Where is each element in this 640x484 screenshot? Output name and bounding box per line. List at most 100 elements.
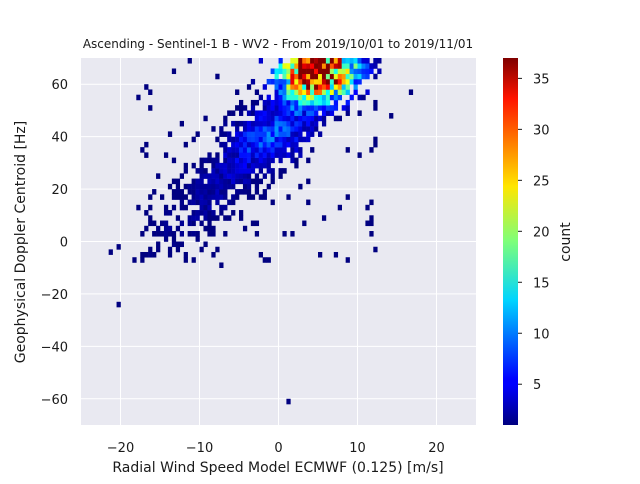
heatmap-bin — [270, 99, 275, 106]
heatmap-bin — [227, 183, 232, 190]
heatmap-bin — [171, 236, 177, 242]
heatmap-bin — [302, 78, 307, 85]
heatmap-bin — [199, 178, 204, 185]
heatmap-bin — [183, 141, 188, 148]
heatmap-bin — [148, 251, 153, 258]
x-tick-label: −10 — [186, 441, 213, 456]
heatmap-bin — [278, 110, 283, 116]
heatmap-bin — [314, 73, 319, 80]
heatmap-bin — [333, 251, 339, 258]
heatmap-bin — [286, 152, 291, 158]
heatmap-bin — [156, 225, 161, 232]
heatmap-bin — [167, 231, 173, 237]
heatmap-bin — [242, 136, 248, 143]
heatmap-bin — [306, 63, 311, 69]
heatmap-bin — [290, 136, 295, 143]
heatmap-bin — [321, 105, 327, 111]
heatmap-bin — [290, 73, 295, 80]
heatmap-bin — [239, 157, 244, 164]
heatmap-bin-sparse — [389, 113, 394, 119]
y-tick-label: −20 — [41, 288, 68, 303]
heatmap-bin — [286, 141, 291, 148]
heatmap-bin — [242, 168, 248, 174]
heatmap-bin — [282, 141, 287, 148]
heatmap-bin — [246, 183, 252, 190]
heatmap-bin — [333, 58, 339, 64]
heatmap-bin — [195, 236, 200, 242]
heatmap-bin — [187, 58, 192, 64]
heatmap-bin — [231, 210, 236, 216]
heatmap-bin — [231, 147, 236, 153]
heatmap-bin — [262, 136, 267, 143]
heatmap-bin — [310, 147, 315, 153]
heatmap-bin — [298, 94, 303, 101]
heatmap-bin — [148, 215, 153, 221]
heatmap-bin — [258, 251, 263, 258]
heatmap-bin — [314, 110, 319, 116]
heatmap-bin — [314, 94, 319, 101]
heatmap-bin — [254, 157, 260, 164]
heatmap-bin — [171, 231, 177, 237]
heatmap-bin — [183, 168, 188, 174]
heatmap-bin — [357, 110, 362, 116]
heatmap-bin — [152, 220, 157, 227]
heatmap-bin — [175, 241, 181, 248]
heatmap-bin — [235, 152, 240, 158]
heatmap-bin — [203, 194, 208, 200]
heatmap-bin — [211, 225, 216, 232]
heatmap-bin — [333, 115, 339, 122]
heatmap-bin — [254, 220, 260, 227]
heatmap-bin — [345, 105, 350, 111]
heatmap-bin — [163, 220, 169, 227]
heatmap-bin — [203, 183, 208, 190]
axis-ticks: −20 −10 0 10 20 −60 −40 −20 0 20 40 60 — [41, 78, 445, 456]
heatmap-bin — [282, 231, 287, 237]
heatmap-bin — [365, 89, 370, 95]
heatmap-bin — [254, 126, 260, 132]
heatmap-bin — [294, 126, 299, 132]
heatmap-bin — [341, 58, 346, 64]
heatmap-bin — [266, 162, 271, 169]
heatmap-bin — [191, 215, 196, 221]
heatmap-bin — [156, 246, 161, 253]
heatmap-bin — [294, 99, 299, 106]
heatmap-bin — [148, 105, 153, 111]
heatmap-bin — [227, 199, 232, 206]
heatmap-bin — [321, 120, 327, 127]
heatmap-bin — [195, 231, 200, 237]
heatmap-bin — [270, 157, 275, 164]
heatmap-bin — [282, 126, 287, 132]
heatmap-bin — [278, 99, 283, 106]
heatmap-bin — [199, 246, 204, 253]
heatmap-bin — [357, 78, 362, 85]
heatmap-bin — [246, 147, 252, 153]
heatmap-bin — [250, 110, 256, 116]
heatmap-bin — [207, 189, 212, 195]
heatmap-bin — [195, 215, 200, 221]
colorbar — [503, 58, 518, 425]
heatmap-bin — [144, 141, 149, 148]
heatmap-bin — [314, 78, 319, 85]
heatmap-bin — [215, 194, 220, 200]
heatmap-bin — [223, 168, 228, 174]
heatmap-bin — [349, 68, 354, 75]
heatmap-bin — [266, 110, 271, 116]
heatmap-bin — [246, 173, 252, 179]
heatmap-bin — [345, 84, 350, 90]
heatmap-bin — [290, 115, 295, 122]
heatmap-bin — [254, 110, 260, 116]
heatmap-bin — [250, 152, 256, 158]
heatmap-bin — [333, 99, 339, 106]
heatmap-bin — [341, 68, 346, 75]
heatmap-bin — [262, 189, 267, 195]
heatmap-bin — [302, 136, 307, 143]
heatmap-bin — [290, 110, 295, 116]
heatmap-bin — [231, 141, 236, 148]
heatmap-bin — [132, 257, 137, 263]
heatmap-bin — [227, 162, 232, 169]
heatmap-bin — [314, 120, 319, 127]
heatmap-bin — [310, 73, 315, 80]
heatmap-bin — [314, 63, 319, 69]
heatmap-bin — [235, 126, 240, 132]
heatmap-bin — [254, 136, 260, 143]
